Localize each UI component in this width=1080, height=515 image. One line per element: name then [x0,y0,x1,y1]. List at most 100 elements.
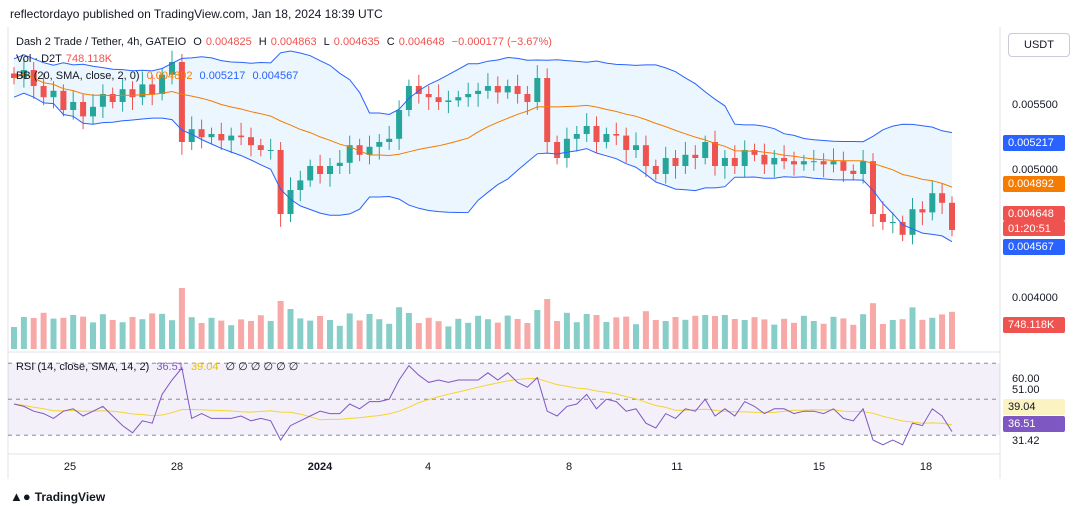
volume-bar [317,316,324,349]
time-tick-label: 11 [671,461,682,473]
candle-body [415,86,422,94]
volume-bar [652,320,659,349]
legend-rsi-extra: ∅ ∅ ∅ ∅ ∅ ∅ [225,361,299,373]
volume-bar [50,318,57,349]
volume-bar [445,326,452,349]
bb-lower-line [13,92,953,243]
publisher-line: reflectordayo published on TradingView.c… [10,7,383,21]
legend-bb-upper: 0.005217 [199,70,246,82]
legend-c-label: C [386,36,395,48]
volume-bar [257,315,264,349]
candle-body [761,154,768,165]
legend-open: 0.004825 [205,36,252,48]
price-tick-label: 0.004000 [1012,292,1058,304]
volume-bar [672,317,679,349]
candle-body [721,158,728,166]
candle-body [40,86,47,98]
candle-body [603,134,610,142]
volume-bar [860,314,867,349]
volume-bar [90,322,96,349]
volume-bar [405,313,412,349]
volume-bar [534,310,541,349]
volume-bar [169,320,175,349]
volume-bar [366,314,373,349]
candle-body [909,209,916,235]
candle-body [208,134,215,138]
volume-bar [435,321,442,349]
candle-body [889,222,896,223]
volume-bar [544,299,551,349]
volume-bar [307,320,314,349]
volume-bar [198,323,205,349]
legend-bb-basis: 0.004892 [146,70,193,82]
volume-bar [949,311,955,349]
candle-body [484,86,491,91]
volume-bar [583,314,590,349]
candlesticks [11,50,955,245]
candle-body [751,150,758,155]
bollinger-band-lines [13,50,953,243]
tv-logo-icon: ▲● [10,489,31,504]
volume-bar [771,324,778,349]
legend-symbol-row: Dash 2 Trade / Tether, 4h, GATEIO O 0.004… [16,36,556,48]
volume-bars [11,288,955,349]
volume-bar [820,323,827,349]
time-tick-label: 8 [566,461,572,473]
bb-fill-area [14,51,952,242]
countdown-tag: 01:20:51 [1003,221,1065,236]
candle-body [376,142,383,147]
volume-bar [830,316,837,349]
candle-body [929,193,936,213]
volume-bar [248,321,254,349]
candle-body [455,97,462,101]
volume-bar [455,318,462,349]
candle-body [169,62,175,75]
legend-low: 0.004635 [333,36,380,48]
legend-vol-label: Vol · D2T [16,53,62,65]
volume-bar [99,314,106,349]
candle-body [99,94,106,107]
volume-bar [800,315,807,349]
candle-body [672,158,679,166]
volume-bar [603,322,610,349]
tradingview-logo[interactable]: ▲● TradingView [10,489,105,504]
legend-vol-value: 748.118K [65,53,113,65]
rsi-tick-label: 60.00 [1012,373,1040,385]
legend-change: −0.000177 (−3.67%) [451,36,552,48]
candle-body [494,86,501,93]
legend-l-label: L [323,36,330,48]
volume-bar [692,315,699,349]
legend-h-label: H [258,36,267,48]
volume-bar [178,288,185,349]
candle-body [475,90,482,94]
candle-body [879,214,886,222]
volume-bar [573,322,580,349]
candle-body [346,145,353,163]
candle-body [712,142,718,166]
candle-body [238,135,245,138]
price-tick-label: 0.005000 [1012,164,1058,176]
currency-button[interactable]: USDT [1008,33,1070,57]
volume-bar [554,321,561,349]
volume-bar [682,319,689,349]
bb-upper-line [13,50,953,143]
candle-body [741,150,748,166]
volume-bar [504,315,511,349]
volume-bar [228,325,235,349]
candle-body [336,162,343,166]
close-price-tag: 0.004648 [1003,206,1065,221]
volume-bar [396,307,403,349]
legend-close: 0.004648 [398,36,445,48]
candle-body [366,146,373,155]
volume-bar [494,322,501,349]
candle-body [840,161,847,171]
candle-body [159,74,166,94]
candle-body [771,158,778,165]
candle-body [287,190,294,214]
volume-bar [721,315,728,349]
volume-bar [20,317,27,349]
candle-body [228,135,235,141]
volume-bar [415,323,422,349]
